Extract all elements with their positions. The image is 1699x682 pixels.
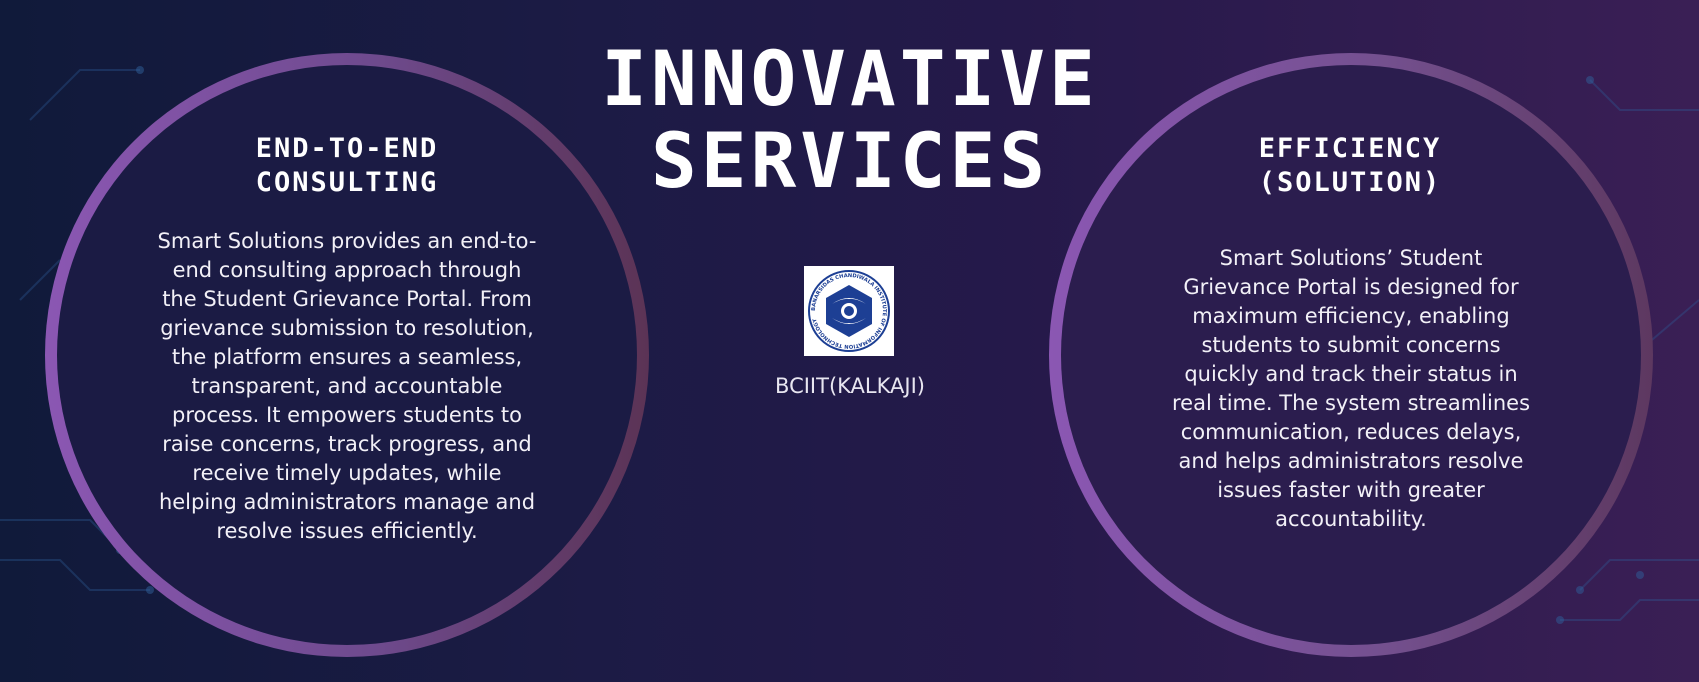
right-heading-line2: (SOLUTION) [1258,167,1442,198]
page-title: INNOVATIVE SERVICES [601,34,1099,205]
institute-emblem-icon: BANARSIDAS CHANDIWALA INSTITUTE OF INFOR… [804,266,894,356]
right-card-body: Smart Solutions’ Student Grievance Porta… [1171,246,1531,531]
left-heading-line2: CONSULTING [255,167,439,198]
left-card-heading: END-TO-END CONSULTING [165,132,529,200]
left-card-body: Smart Solutions provides an end-to-end c… [157,229,537,543]
left-service-circle [45,53,649,657]
right-service-circle [1049,53,1653,657]
right-heading-line1: EFFICIENCY [1258,133,1442,164]
left-heading-line1: END-TO-END [255,133,439,164]
logo-label: BCIIT(KALKAJI) [775,374,925,398]
right-card-heading: EFFICIENCY (SOLUTION) [1168,132,1532,200]
